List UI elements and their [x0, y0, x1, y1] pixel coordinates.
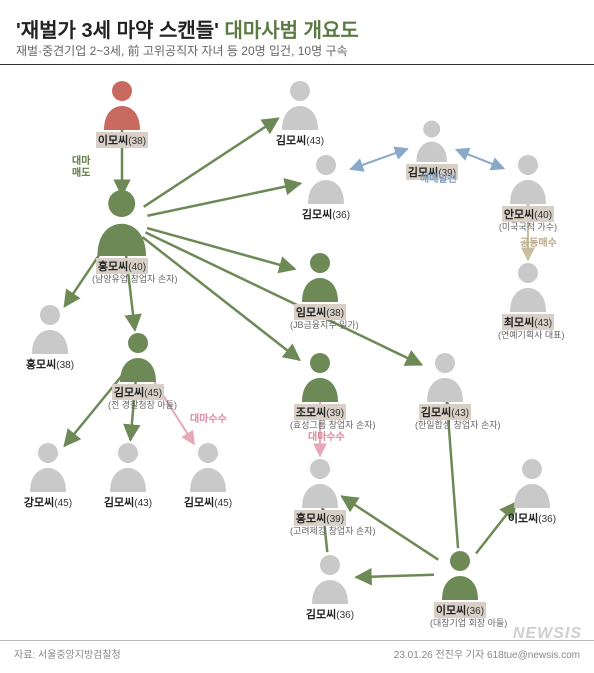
person-p6: 홍모씨(40)(남양유업 창업자 손자) [92, 186, 152, 285]
person-p1: 이모씨(38) [92, 78, 152, 149]
person-p7: 임모씨(38)(JB금융지주 일가) [290, 250, 350, 331]
person-label: 이모씨(38) [96, 132, 148, 148]
person-p10: 김모씨(45)(전 경찰청장 아들) [108, 330, 168, 411]
person-p12: 김모씨(43)(한일합섬 창업자 손자) [415, 350, 475, 431]
title: '재벌가 3세 마약 스캔들' 대마사범 개요도 [16, 14, 359, 43]
person-label: 최모씨(43) [502, 314, 554, 330]
person-sub: (전 경찰청장 아들) [108, 401, 168, 411]
edge [356, 575, 434, 577]
edge [144, 118, 279, 207]
title-accent: 대마사범 개요도 [224, 20, 358, 42]
person-label: 김모씨(43) [102, 494, 154, 510]
person-label: 조모씨(39) [294, 404, 346, 420]
person-sub: (연예기획사 대표) [498, 331, 558, 341]
person-p9: 홍모씨(38) [20, 302, 80, 373]
person-label: 김모씨(36) [300, 206, 352, 222]
person-label: 이모씨(36) [506, 510, 558, 526]
edge [147, 228, 295, 269]
edge-label: 매도 [72, 164, 90, 179]
person-label: 임모씨(38) [294, 304, 346, 320]
edge-label: 대마수수 [190, 410, 227, 425]
person-label: 김모씨(43) [274, 132, 326, 148]
credit: 23.01.26 전진우 기자 618tue@newsis.com [394, 646, 580, 661]
person-label: 홍모씨(40) [96, 258, 148, 274]
person-p13: 강모씨(45) [18, 440, 78, 511]
person-sub: (대창기업 회장 아들) [430, 619, 490, 629]
person-label: 이모씨(36) [434, 602, 486, 618]
person-sub: (남양유업 창업자 손자) [92, 275, 152, 285]
edge [456, 150, 504, 169]
person-p14: 김모씨(43) [98, 440, 158, 511]
edge [147, 183, 300, 215]
edge [350, 149, 407, 169]
person-label: 김모씨(36) [304, 606, 356, 622]
subtitle: 재벌·중견기업 2~3세, 前 고위공직자 자녀 등 20명 입건, 10명 구… [16, 42, 348, 59]
diagram-container: '재벌가 3세 마약 스캔들' 대마사범 개요도 재벌·중견기업 2~3세, 前… [0, 0, 594, 673]
person-sub: (미국국적 가수) [498, 223, 558, 233]
title-prefix: '재벌가 3세 마약 스캔들' [16, 20, 224, 42]
person-label: 안모씨(40) [502, 206, 554, 222]
person-label: 강모씨(45) [22, 494, 74, 510]
person-sub: (고려제강 창업자 손자) [290, 527, 350, 537]
source-label: 자료: 서울중앙지방검찰청 [14, 646, 121, 661]
person-p15: 김모씨(45) [178, 440, 238, 511]
person-label: 홍모씨(38) [24, 356, 76, 372]
person-sub: (한일합섬 창업자 손자) [415, 421, 475, 431]
bottom-rule [0, 640, 594, 641]
person-label: 김모씨(43) [419, 404, 471, 420]
person-label: 김모씨(45) [112, 384, 164, 400]
person-p8: 최모씨(43)(연예기획사 대표) [498, 260, 558, 341]
edge-label: 공동매수 [520, 234, 557, 249]
person-p16: 홍모씨(39)(고려제강 창업자 손자) [290, 456, 350, 537]
person-p2: 김모씨(43) [270, 78, 330, 149]
person-p11: 조모씨(39)(효성그룹 창업자 손자) [290, 350, 350, 431]
person-p19: 이모씨(36)(대창기업 회장 아들) [430, 548, 490, 629]
edge-label: 대마수수 [308, 428, 345, 443]
person-p5: 안모씨(40)(미국국적 가수) [498, 152, 558, 233]
person-p4: 김모씨(36) [296, 152, 356, 223]
person-sub: (JB금융지주 일가) [290, 321, 350, 331]
person-label: 홍모씨(39) [294, 510, 346, 526]
person-p18: 김모씨(36) [300, 552, 360, 623]
watermark: NEWSIS [513, 625, 582, 643]
person-p17: 이모씨(36) [502, 456, 562, 527]
person-label: 김모씨(45) [182, 494, 234, 510]
edge [145, 232, 421, 364]
top-rule [0, 64, 594, 65]
edge-label: 매매알선 [420, 170, 457, 185]
